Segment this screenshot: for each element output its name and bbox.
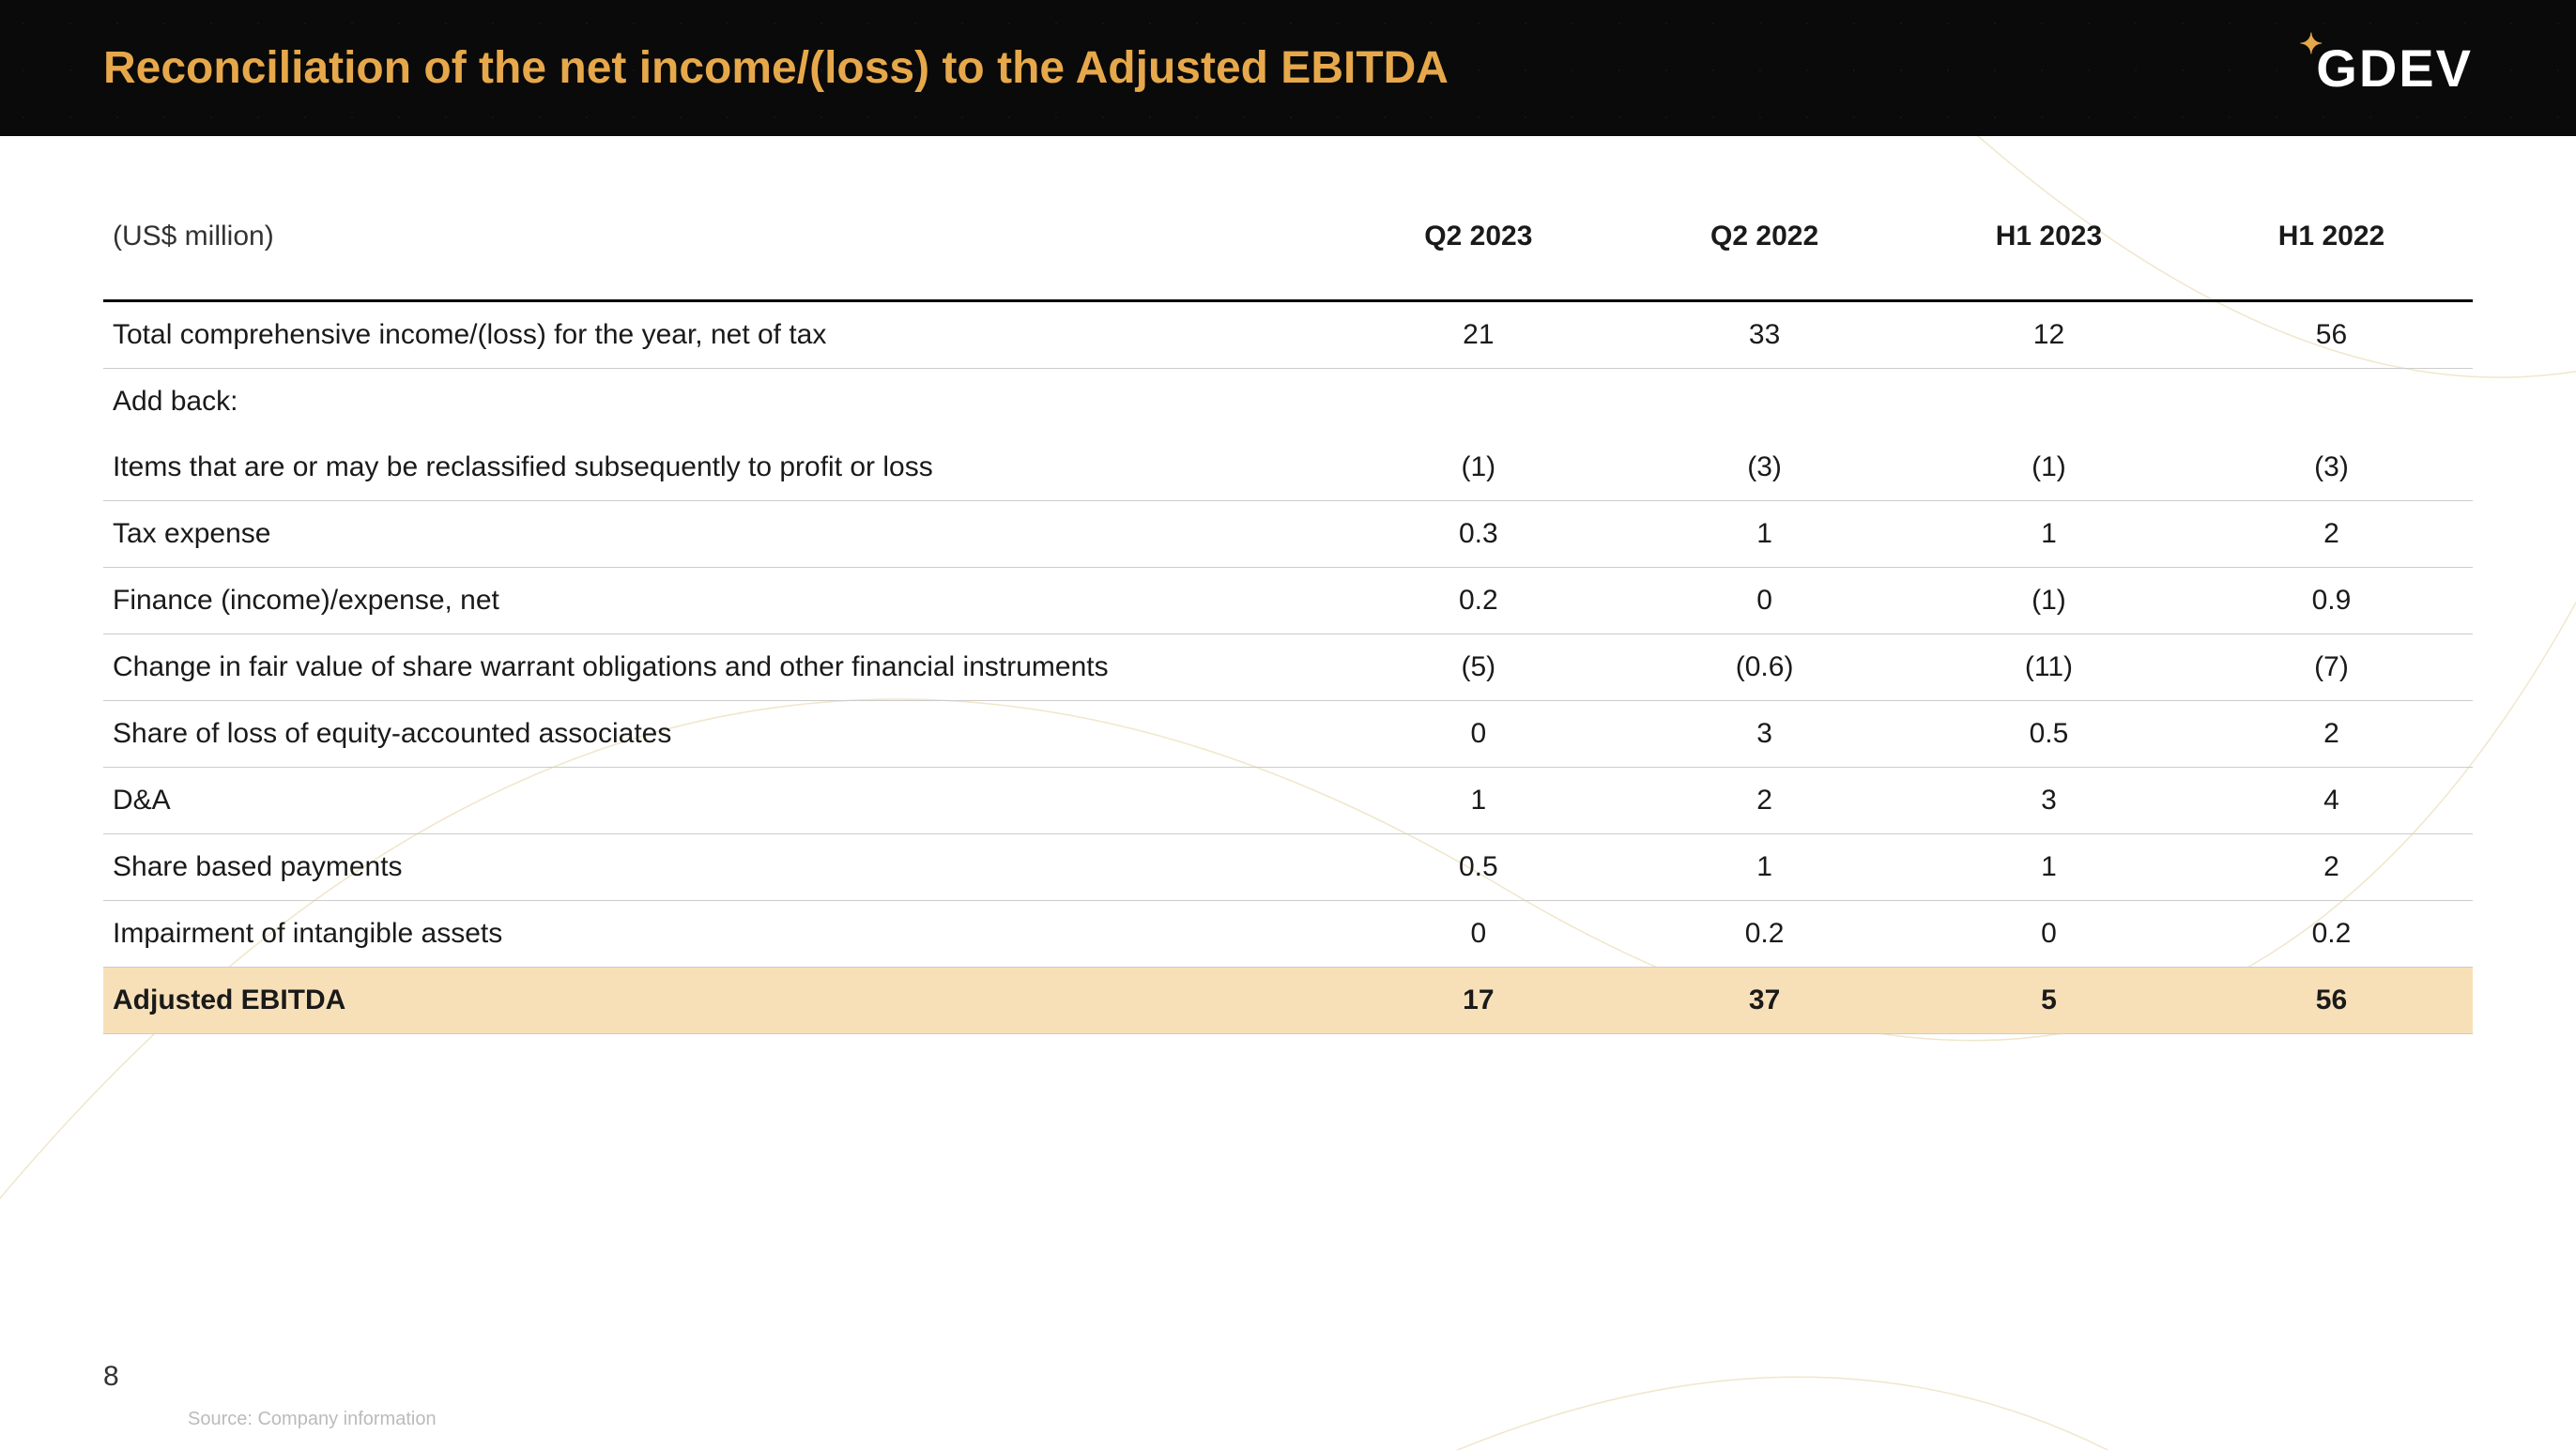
cell-value: 3 [1621,701,1908,768]
cell-value: 1 [1908,501,2190,568]
cell-value: 2 [2190,834,2473,901]
cell-value: 1 [1621,834,1908,901]
cell-value: 33 [1621,301,1908,369]
cell-value: 12 [1908,301,2190,369]
cell-value: (3) [1621,435,1908,501]
content-area: (US$ million) Q2 2023 Q2 2022 H1 2023 H1… [0,136,2576,1034]
col-header: H1 2022 [2190,192,2473,301]
logo: ✦ GDEV [2316,38,2473,99]
cell-value [1908,369,2190,435]
total-value: 56 [2190,968,2473,1034]
table-row: Impairment of intangible assets00.200.2 [103,901,2473,968]
cell-value: 56 [2190,301,2473,369]
row-label: Add back: [103,369,1335,435]
table-row: Total comprehensive income/(loss) for th… [103,301,2473,369]
row-label: D&A [103,768,1335,834]
cell-value: 0 [1908,901,2190,968]
cell-value: 0.2 [1335,568,1621,634]
col-header: Q2 2023 [1335,192,1621,301]
cell-value: 4 [2190,768,2473,834]
cell-value: (5) [1335,634,1621,701]
col-header: Q2 2022 [1621,192,1908,301]
row-label: Impairment of intangible assets [103,901,1335,968]
cell-value: 0.5 [1335,834,1621,901]
table-row: Share based payments0.5112 [103,834,2473,901]
table-row: Change in fair value of share warrant ob… [103,634,2473,701]
table-row: Share of loss of equity-accounted associ… [103,701,2473,768]
cell-value: (11) [1908,634,2190,701]
table-row: Add back: [103,369,2473,435]
total-value: 37 [1621,968,1908,1034]
cell-value: 2 [2190,501,2473,568]
cell-value: 21 [1335,301,1621,369]
cell-value: 0.2 [2190,901,2473,968]
cell-value: 2 [2190,701,2473,768]
cell-value: (1) [1335,435,1621,501]
table-row: D&A1234 [103,768,2473,834]
cell-value: 0 [1335,901,1621,968]
star-icon: ✦ [2299,28,2324,61]
table-header-row: (US$ million) Q2 2023 Q2 2022 H1 2023 H1… [103,192,2473,301]
table-row: Finance (income)/expense, net0.20(1)0.9 [103,568,2473,634]
total-label: Adjusted EBITDA [103,968,1335,1034]
row-label: Tax expense [103,501,1335,568]
logo-text: ✦ GDEV [2316,38,2473,99]
cell-value: (0.6) [1621,634,1908,701]
cell-value: 0.5 [1908,701,2190,768]
row-label: Share based payments [103,834,1335,901]
col-header: H1 2023 [1908,192,2190,301]
cell-value [1335,369,1621,435]
cell-value: 0.3 [1335,501,1621,568]
cell-value: (3) [2190,435,2473,501]
header-bar: Reconciliation of the net income/(loss) … [0,0,2576,136]
page-title: Reconciliation of the net income/(loss) … [103,42,1449,94]
source-note: Source: Company information [188,1409,437,1430]
cell-value: 3 [1908,768,2190,834]
row-label: Change in fair value of share warrant ob… [103,634,1335,701]
cell-value [2190,369,2473,435]
table-row: Tax expense0.3112 [103,501,2473,568]
cell-value: 1 [1335,768,1621,834]
cell-value: (1) [1908,435,2190,501]
reconciliation-table: (US$ million) Q2 2023 Q2 2022 H1 2023 H1… [103,192,2473,1034]
row-label: Items that are or may be reclassified su… [103,435,1335,501]
row-label: Share of loss of equity-accounted associ… [103,701,1335,768]
row-label: Total comprehensive income/(loss) for th… [103,301,1335,369]
row-label: Finance (income)/expense, net [103,568,1335,634]
cell-value: 0.9 [2190,568,2473,634]
cell-value: 1 [1908,834,2190,901]
total-value: 5 [1908,968,2190,1034]
unit-label: (US$ million) [103,192,1335,301]
logo-label: GDEV [2316,38,2473,98]
cell-value: 0.2 [1621,901,1908,968]
cell-value: 0 [1621,568,1908,634]
cell-value: 0 [1335,701,1621,768]
cell-value: (7) [2190,634,2473,701]
cell-value: 1 [1621,501,1908,568]
cell-value: (1) [1908,568,2190,634]
cell-value: 2 [1621,768,1908,834]
table-body: Total comprehensive income/(loss) for th… [103,301,2473,1034]
total-value: 17 [1335,968,1621,1034]
table-row: Items that are or may be reclassified su… [103,435,2473,501]
total-row: Adjusted EBITDA1737556 [103,968,2473,1034]
cell-value [1621,369,1908,435]
page-number: 8 [103,1361,119,1393]
